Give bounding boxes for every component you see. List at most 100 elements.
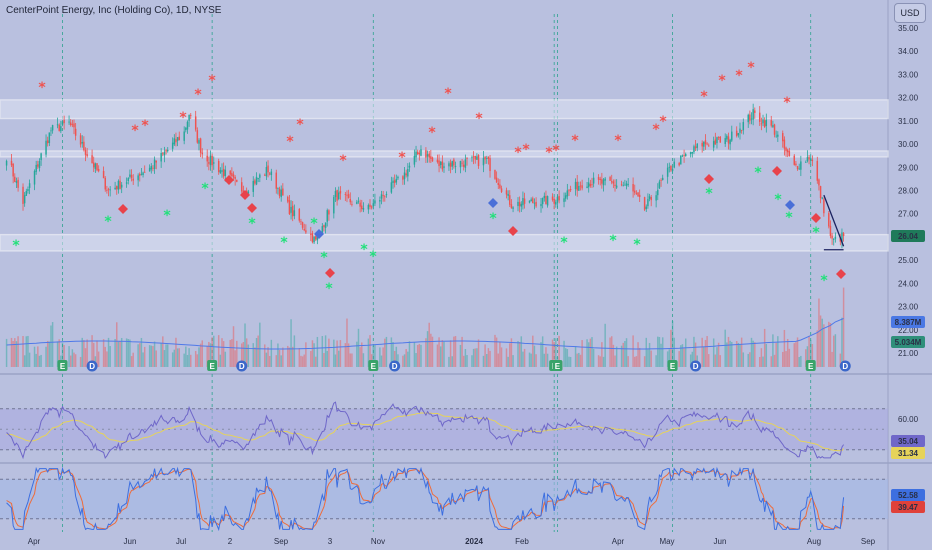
volume-bar xyxy=(765,343,768,367)
candle-body xyxy=(96,163,98,171)
rsi-ma-badge: 31.34 xyxy=(898,449,919,458)
volume-bar xyxy=(752,340,754,367)
candle-body xyxy=(775,135,777,137)
volume-bar xyxy=(209,343,212,367)
candle-body xyxy=(464,159,467,168)
volume-bar xyxy=(821,318,823,367)
candle-body xyxy=(763,120,766,128)
volume-bar xyxy=(772,334,774,367)
volume-bar xyxy=(201,340,204,367)
candle-body xyxy=(673,161,675,168)
candle-body xyxy=(750,118,753,120)
time-tick-label: Sep xyxy=(861,537,876,546)
candle-body xyxy=(708,145,710,147)
candle-body xyxy=(224,169,227,176)
volume-bar xyxy=(313,343,315,367)
candle-body xyxy=(217,161,220,172)
candle-body xyxy=(555,201,557,205)
candle-body xyxy=(430,156,432,159)
volume-bar xyxy=(553,342,555,367)
candle-body xyxy=(117,180,120,190)
candle-body xyxy=(46,140,49,144)
candle-body xyxy=(275,172,278,189)
candle-body xyxy=(119,180,121,189)
candle-body xyxy=(40,153,42,161)
volume-bar xyxy=(735,341,738,367)
last-price-badge-bg xyxy=(891,230,925,243)
volume-bar xyxy=(143,346,146,367)
candle-body xyxy=(579,185,582,187)
volume-bar xyxy=(775,342,777,367)
candle-body xyxy=(754,110,756,113)
candle-body xyxy=(351,203,353,205)
signal-diamond-red xyxy=(240,190,250,200)
volume-bar xyxy=(252,343,254,367)
candle-body xyxy=(749,114,751,121)
volume-bar xyxy=(462,355,465,367)
volume-bar xyxy=(597,355,600,367)
volume-bar xyxy=(604,323,606,367)
candle-body xyxy=(291,205,294,217)
volume-bar xyxy=(255,338,258,367)
candle-body xyxy=(51,125,54,131)
candle-body xyxy=(831,235,833,239)
signal-star-green: * xyxy=(280,235,288,251)
candle-body xyxy=(487,156,490,160)
event-badge-label: D xyxy=(842,362,848,371)
price-tick-label: 29.00 xyxy=(898,163,919,172)
volume-bar xyxy=(222,341,225,367)
candle-body xyxy=(257,178,259,179)
volume-bar xyxy=(163,350,166,367)
candle-body xyxy=(818,179,820,186)
candle-body xyxy=(211,155,213,166)
candle-body xyxy=(367,205,370,210)
volume-bar xyxy=(199,343,202,367)
volume-bar xyxy=(326,350,328,367)
volume-bar xyxy=(176,348,179,367)
candle-body xyxy=(68,121,70,123)
volume-bar xyxy=(543,353,546,367)
volume-bar xyxy=(137,344,139,367)
signal-star-red: * xyxy=(700,89,708,105)
candle-body xyxy=(716,137,718,144)
volume-bar xyxy=(507,356,509,367)
volume-bar xyxy=(806,346,809,367)
candle-body xyxy=(591,184,593,186)
price-tick-label: 25.00 xyxy=(898,256,919,265)
signal-star-red: * xyxy=(398,150,406,166)
volume-bar xyxy=(268,355,271,367)
candle-body xyxy=(726,135,728,140)
candle-body xyxy=(109,189,111,191)
candle-body xyxy=(533,202,536,204)
volume-bar xyxy=(287,345,289,367)
volume-bar xyxy=(451,356,453,367)
volume-bar xyxy=(38,355,41,367)
candle-body xyxy=(175,139,177,143)
volume-bar xyxy=(643,356,646,367)
volume-bar xyxy=(453,336,455,367)
currency-button[interactable]: USD xyxy=(894,3,926,23)
volume-bar xyxy=(634,356,636,367)
volume-bar xyxy=(257,335,259,367)
volume-bar xyxy=(443,341,445,367)
volume-bar xyxy=(92,342,95,367)
candle-body xyxy=(323,225,325,228)
candle-body xyxy=(171,142,174,149)
volume-bar xyxy=(576,353,578,367)
event-badge-label: D xyxy=(392,362,398,371)
volume-bar xyxy=(800,355,802,367)
candle-body xyxy=(173,138,176,145)
candle-body xyxy=(37,164,39,167)
time-tick-label: Apr xyxy=(612,537,625,546)
volume-bar xyxy=(173,349,176,367)
volume-bar xyxy=(689,354,692,367)
candle-body xyxy=(12,163,14,177)
candle-body xyxy=(614,184,616,187)
candle-body xyxy=(772,125,774,127)
candle-body xyxy=(196,130,199,143)
last-price-badge: 26.04 xyxy=(898,232,919,241)
signal-star-green: * xyxy=(705,186,713,202)
volume-bar xyxy=(357,328,360,367)
volume-bar xyxy=(591,337,593,367)
